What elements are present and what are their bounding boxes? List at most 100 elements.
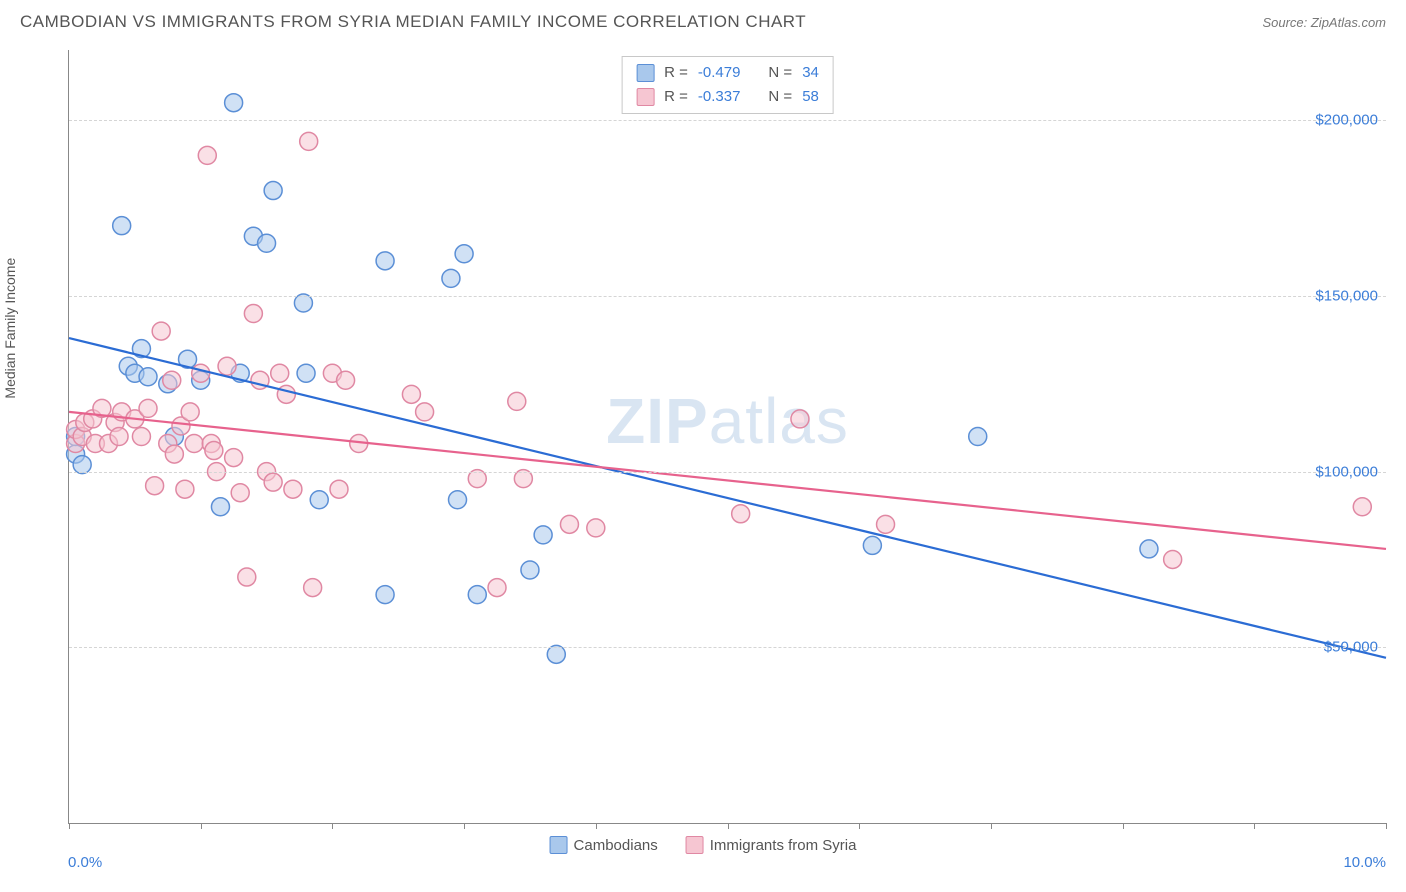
- data-point: [304, 579, 322, 597]
- data-point: [163, 371, 181, 389]
- data-point: [732, 505, 750, 523]
- legend-swatch: [636, 88, 654, 106]
- data-point: [1353, 498, 1371, 516]
- stats-n-value: 34: [802, 61, 819, 85]
- data-point: [455, 245, 473, 263]
- data-point: [284, 480, 302, 498]
- data-point: [152, 322, 170, 340]
- data-point: [139, 368, 157, 386]
- data-point: [192, 364, 210, 382]
- data-point: [113, 217, 131, 235]
- regression-line: [69, 338, 1386, 658]
- chart-source: Source: ZipAtlas.com: [1262, 15, 1386, 30]
- x-axis-min-label: 0.0%: [68, 854, 102, 871]
- stats-n-value: 58: [802, 85, 819, 109]
- legend-swatch: [686, 836, 704, 854]
- chart-area: Median Family Income ZIPatlas R =-0.479N…: [20, 50, 1386, 872]
- data-point: [442, 269, 460, 287]
- series-legend: Cambodians Immigrants from Syria: [550, 836, 857, 854]
- data-point: [488, 579, 506, 597]
- data-point: [176, 480, 194, 498]
- y-tick-label: $150,000: [1315, 287, 1378, 304]
- legend-swatch: [550, 836, 568, 854]
- data-point: [863, 536, 881, 554]
- data-point: [376, 586, 394, 604]
- data-point: [198, 146, 216, 164]
- stats-r-label: R =: [664, 85, 688, 109]
- data-point: [271, 364, 289, 382]
- data-point: [258, 234, 276, 252]
- data-point: [110, 428, 128, 446]
- data-point: [1164, 550, 1182, 568]
- gridline: [69, 120, 1386, 121]
- data-point: [587, 519, 605, 537]
- chart-header: CAMBODIAN VS IMMIGRANTS FROM SYRIA MEDIA…: [0, 0, 1406, 40]
- x-tick: [596, 823, 597, 829]
- stats-legend: R = -0.479 N = 34 R = -0.337 N = 58: [621, 56, 834, 114]
- stats-r-label: R =: [664, 61, 688, 85]
- data-point: [330, 480, 348, 498]
- stats-r-value: -0.479: [698, 61, 741, 85]
- legend-label: Cambodians: [574, 837, 658, 854]
- x-tick: [332, 823, 333, 829]
- data-point: [402, 385, 420, 403]
- x-tick: [464, 823, 465, 829]
- x-tick: [1386, 823, 1387, 829]
- x-tick: [69, 823, 70, 829]
- data-point: [277, 385, 295, 403]
- stats-row: R = -0.337 N = 58: [636, 85, 819, 109]
- x-tick: [1123, 823, 1124, 829]
- stats-row: R = -0.479 N = 34: [636, 61, 819, 85]
- legend-item: Cambodians: [550, 836, 658, 854]
- data-point: [376, 252, 394, 270]
- data-point: [468, 586, 486, 604]
- data-point: [449, 491, 467, 509]
- x-tick: [991, 823, 992, 829]
- data-point: [185, 435, 203, 453]
- data-point: [181, 403, 199, 421]
- legend-swatch: [636, 64, 654, 82]
- data-point: [146, 477, 164, 495]
- data-point: [521, 561, 539, 579]
- data-point: [225, 94, 243, 112]
- x-tick: [1254, 823, 1255, 829]
- legend-item: Immigrants from Syria: [686, 836, 857, 854]
- y-tick-label: $50,000: [1324, 639, 1378, 656]
- plot-region: ZIPatlas R =-0.479N =34R =-0.337N =58 $5…: [68, 50, 1386, 824]
- y-tick-label: $100,000: [1315, 463, 1378, 480]
- data-point: [218, 357, 236, 375]
- data-point: [877, 515, 895, 533]
- data-point: [969, 428, 987, 446]
- chart-title: CAMBODIAN VS IMMIGRANTS FROM SYRIA MEDIA…: [20, 12, 806, 32]
- x-tick: [859, 823, 860, 829]
- data-point: [1140, 540, 1158, 558]
- data-point: [310, 491, 328, 509]
- data-point: [225, 449, 243, 467]
- data-point: [300, 132, 318, 150]
- data-point: [238, 568, 256, 586]
- data-point: [231, 484, 249, 502]
- x-tick: [728, 823, 729, 829]
- x-tick: [201, 823, 202, 829]
- data-point: [139, 399, 157, 417]
- stats-n-label: N =: [768, 85, 792, 109]
- data-point: [264, 473, 282, 491]
- x-axis-max-label: 10.0%: [1343, 854, 1386, 871]
- data-point: [416, 403, 434, 421]
- gridline: [69, 472, 1386, 473]
- data-point: [534, 526, 552, 544]
- legend-label: Immigrants from Syria: [710, 837, 857, 854]
- gridline: [69, 296, 1386, 297]
- gridline: [69, 647, 1386, 648]
- data-point: [205, 442, 223, 460]
- stats-n-label: N =: [768, 61, 792, 85]
- data-point: [211, 498, 229, 516]
- data-point: [508, 392, 526, 410]
- data-point: [337, 371, 355, 389]
- data-point: [560, 515, 578, 533]
- stats-r-value: -0.337: [698, 85, 741, 109]
- data-point: [165, 445, 183, 463]
- y-axis-label: Median Family Income: [2, 258, 18, 399]
- data-point: [791, 410, 809, 428]
- data-point: [132, 428, 150, 446]
